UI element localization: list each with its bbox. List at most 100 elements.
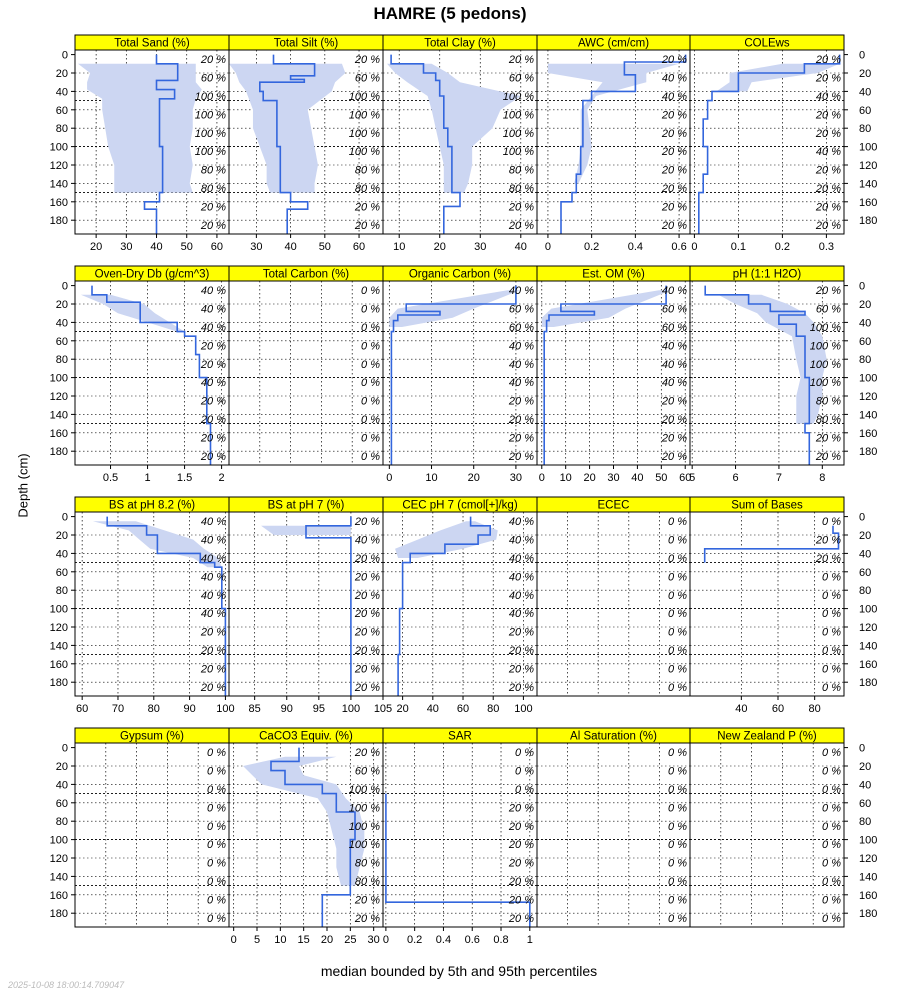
panel-16-xtick-label-3: 15 [298, 934, 310, 946]
panel-0-pct-label-4: 100 % [195, 128, 226, 140]
panel-8-pct-label-3: 40 % [662, 340, 687, 352]
panel-16-median-line [270, 747, 356, 927]
panel-15-pct-label-9: 0 % [207, 913, 226, 925]
panel-13-pct-label-2: 0 % [668, 553, 687, 565]
panel-14-xtick-label-2: 80 [809, 703, 821, 715]
panel-5-pct-label-7: 20 % [200, 414, 226, 426]
panel-18-pct-label-9: 0 % [668, 913, 687, 925]
panel-7-strip-label: Organic Carbon (%) [409, 269, 511, 281]
panel-10-pct-label-7: 20 % [200, 645, 226, 657]
panel-5-pct-label-3: 20 % [200, 340, 226, 352]
panel-17-pct-label-9: 20 % [508, 913, 534, 925]
panel-4-xtick-label-3: 0.3 [819, 241, 834, 253]
panel-8-pct-label-2: 60 % [662, 322, 687, 334]
panel-4-ytick-label-4: 80 [859, 123, 871, 135]
panel-5-median-line [91, 285, 212, 465]
panel-10-ytick-label-4: 80 [56, 585, 68, 597]
panel-15-ytick-label-6: 120 [50, 853, 68, 865]
panel-10-pct-label-0: 40 % [201, 516, 226, 528]
panel-6-pct-label-7: 0 % [361, 414, 380, 426]
panel-9-ytick-label-2: 40 [859, 317, 871, 329]
panel-19-strip-label: New Zealand P (%) [717, 731, 817, 743]
panel-7-pct-label-0: 40 % [509, 285, 534, 297]
panel-11-pct-label-3: 20 % [354, 571, 380, 583]
panel-1-percentile-band [229, 63, 346, 193]
panel-15-pct-label-8: 0 % [207, 894, 226, 906]
panel-1-pct-label-9: 20 % [354, 220, 380, 232]
panel-18-pct-label-2: 0 % [668, 784, 687, 796]
panel-3-pct-label-4: 20 % [661, 128, 687, 140]
panel-8-pct-label-6: 20 % [661, 396, 687, 408]
panel-15-ytick-label-9: 180 [50, 908, 68, 920]
panel-17-xtick-label-1: 0.2 [407, 934, 422, 946]
panel-8-pct-label-0: 40 % [662, 285, 687, 297]
panel-8-xtick-label-1: 10 [560, 472, 572, 484]
panel-7-xtick-label-2: 20 [468, 472, 480, 484]
panel-4-xtick-label-2: 0.2 [775, 241, 790, 253]
panel-4-xtick-label-0: 0 [691, 241, 697, 253]
panel-4-percentile-band [716, 63, 840, 92]
panel-4-pct-label-2: 40 % [816, 91, 841, 103]
panel-4-frame [689, 49, 845, 235]
panel-3-pct-label-7: 20 % [661, 183, 687, 195]
panel-5-ytick-label-9: 180 [50, 446, 68, 458]
panel-5-xtick-label-2: 1.5 [177, 472, 192, 484]
panel-7-pct-label-2: 60 % [509, 322, 534, 334]
panel-14-ytick-label-3: 60 [859, 567, 871, 579]
panel-1-pct-label-1: 60 % [355, 73, 380, 85]
panel-1-xtick-label-2: 50 [319, 241, 331, 253]
panel-2-pct-label-2: 100 % [503, 91, 534, 103]
panel-0-xtick-label-3: 50 [181, 241, 193, 253]
timestamp: 2025-10-08 18:00:14.709047 [8, 980, 125, 990]
panel-8-pct-label-4: 40 % [662, 359, 687, 371]
panel-11-xtick-label-2: 95 [313, 703, 325, 715]
panel-10-pct-label-5: 40 % [201, 608, 226, 620]
panel-16-pct-label-1: 60 % [355, 766, 380, 778]
panel-1-pct-label-2: 100 % [349, 91, 380, 103]
panel-18-pct-label-5: 0 % [668, 839, 687, 851]
panel-7-median-line [390, 285, 517, 465]
panel-17-xtick-label-5: 1 [527, 934, 533, 946]
panel-4-ytick-label-1: 20 [859, 68, 871, 80]
panel-11-median-line [305, 516, 352, 696]
panel-15-ytick-label-2: 40 [56, 779, 68, 791]
panel-0-ytick-label-4: 80 [56, 123, 68, 135]
panel-0-pct-label-1: 60 % [201, 73, 226, 85]
panel-0-pct-label-0: 20 % [200, 54, 226, 66]
panel-0-pct-label-8: 20 % [200, 201, 226, 213]
panel-10-xtick-label-3: 90 [183, 703, 195, 715]
panel-1-median-line [258, 54, 316, 234]
panel-4-ytick-label-6: 120 [859, 160, 877, 172]
panel-3-pct-label-0: 20 % [661, 54, 687, 66]
panel-0-ytick-label-1: 20 [56, 68, 68, 80]
panel-14-xtick-label-0: 40 [735, 703, 747, 715]
panel-4-ytick-label-2: 40 [859, 86, 871, 98]
panel-10-pct-label-1: 40 % [201, 535, 226, 547]
panel-10-xtick-label-0: 60 [76, 703, 88, 715]
panel-16-pct-label-3: 100 % [349, 802, 380, 814]
panel-2-percentile-band [387, 63, 521, 193]
panel-15-strip-label: Gypsum (%) [120, 731, 184, 743]
panel-14-xtick-label-1: 60 [772, 703, 784, 715]
panel-14-pct-label-8: 0 % [822, 663, 841, 675]
panel-16-pct-label-7: 80 % [355, 876, 380, 888]
panel-12-pct-label-1: 40 % [509, 535, 534, 547]
panel-12-pct-label-7: 20 % [508, 645, 534, 657]
panel-8-xtick-label-3: 30 [607, 472, 619, 484]
panel-11-xtick-label-4: 105 [374, 703, 392, 715]
panel-8-xtick-label-0: 0 [539, 472, 545, 484]
panel-16-pct-label-5: 100 % [349, 839, 380, 851]
panel-2-xtick-label-2: 30 [474, 241, 486, 253]
panel-10-pct-label-8: 20 % [200, 663, 226, 675]
panel-19-pct-label-0: 0 % [822, 747, 841, 759]
panel-12-strip-label: CEC pH 7 (cmol[+]/kg) [402, 500, 518, 512]
panel-14-ytick-label-8: 160 [859, 659, 877, 671]
panel-15-pct-label-4: 0 % [207, 821, 226, 833]
panel-5-pct-label-0: 40 % [201, 285, 226, 297]
panel-16-pct-label-0: 20 % [354, 747, 380, 759]
panel-9-frame [689, 280, 845, 466]
panel-9-pct-label-4: 100 % [810, 359, 841, 371]
panel-14-strip-label: Sum of Bases [731, 500, 803, 512]
panel-13-pct-label-5: 0 % [668, 608, 687, 620]
panel-13-pct-label-4: 0 % [668, 590, 687, 602]
